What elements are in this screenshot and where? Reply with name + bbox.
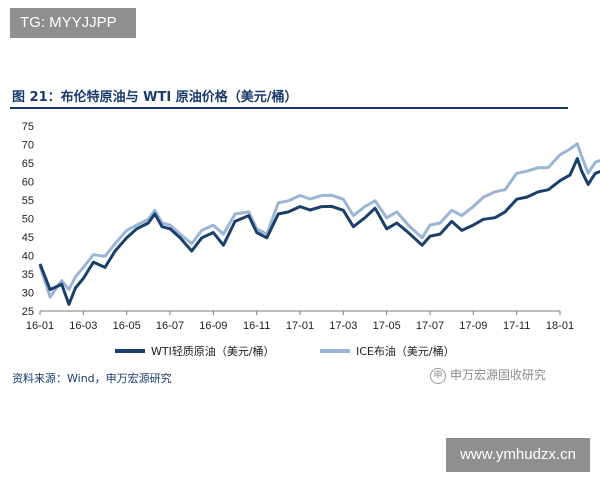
title-divider (10, 107, 568, 109)
y-tick-label: 55 (22, 195, 34, 207)
y-tick-label: 30 (22, 288, 34, 300)
x-tick-label: 17-11 (503, 320, 530, 332)
series-line-ice (38, 142, 600, 299)
x-tick-label: 17-05 (373, 320, 401, 332)
legend-label-ice: ICE布油（美元/桶） (356, 344, 455, 358)
chart-title: 图 21：布伦特原油与 WTI 原油价格（美元/桶） (12, 90, 298, 105)
x-tick-label: 16-11 (243, 320, 270, 332)
x-tick-label: 18-01 (546, 320, 574, 332)
y-tick-label: 45 (22, 232, 34, 244)
watermark-logo: 申申万宏源固收研究 (430, 366, 546, 384)
source-note: 资料来源：Wind，申万宏源研究 (12, 372, 172, 385)
x-tick-label: 17-03 (329, 320, 357, 332)
y-tick-label: 65 (22, 158, 34, 170)
watermark-logo-text: 申万宏源固收研究 (450, 368, 547, 382)
x-tick-label: 17-01 (286, 320, 314, 332)
x-tick-label: 16-09 (199, 320, 227, 332)
y-tick-label: 60 (22, 177, 34, 189)
y-tick-label: 75 (22, 121, 34, 133)
y-tick-label: 40 (22, 251, 34, 263)
telegram-tag: TG: MYYJJPP (10, 8, 136, 38)
series-line-wti (38, 157, 600, 306)
x-tick-label: 16-03 (69, 320, 97, 332)
legend-label-wti: WTI轻质原油（美元/桶） (151, 344, 275, 358)
x-tick-label: 16-05 (113, 320, 141, 332)
x-tick-label: 16-01 (26, 320, 54, 332)
line-chart: 25 30 35 40 45 50 55 60 65 70 75 16-01 16-03 16-05 16… (22, 121, 600, 358)
y-tick-label: 50 (22, 214, 34, 226)
y-tick-label: 35 (22, 269, 34, 281)
watermark-site: www.ymhudzx.cn (446, 438, 590, 472)
x-tick-label: 17-07 (416, 320, 444, 332)
x-tick-label: 16-07 (156, 320, 184, 332)
y-tick-label: 70 (22, 140, 34, 152)
watermark-logo-icon: 申 (430, 367, 446, 384)
y-tick-label: 25 (22, 306, 34, 318)
x-tick-label: 17-09 (459, 320, 487, 332)
